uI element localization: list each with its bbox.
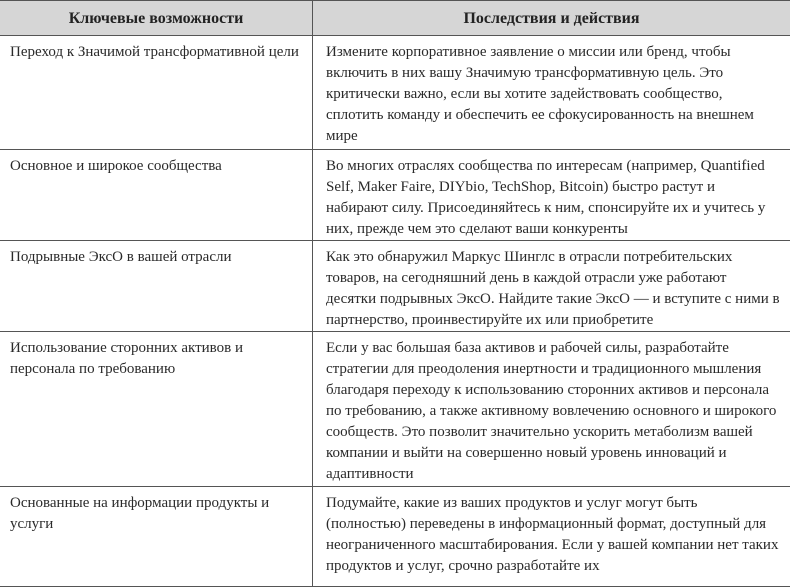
action-cell: Если у вас большая база активов и рабоче… [313,332,790,487]
feature-cell: Подрывные ЭксО в вашей отрасли [0,241,313,332]
feature-cell: Основанные на информации продукты и услу… [0,487,313,587]
action-cell: Как это обнаружил Маркус Шинглс в отрасл… [313,241,790,332]
action-cell: Измените корпоративное заявление о мисси… [313,36,790,150]
column-header-features: Ключевые возможности [0,1,313,36]
table-row: Основное и широкое сообщества Во многих … [0,150,790,241]
table-row: Подрывные ЭксО в вашей отрасли Как это о… [0,241,790,332]
column-header-actions: Последствия и действия [313,1,790,36]
action-cell: Во многих отраслях сообщества по интерес… [313,150,790,241]
action-cell: Подумайте, какие из ваших продуктов и ус… [313,487,790,587]
table-header-row: Ключевые возможности Последствия и дейст… [0,1,790,36]
feature-cell: Использование сторонних активов и персон… [0,332,313,487]
feature-cell: Основное и широкое сообщества [0,150,313,241]
feature-cell: Переход к Значимой трансформативной цели [0,36,313,150]
table-row: Основанные на информации продукты и услу… [0,487,790,587]
table-row: Переход к Значимой трансформативной цели… [0,36,790,150]
table-row: Использование сторонних активов и персон… [0,332,790,487]
